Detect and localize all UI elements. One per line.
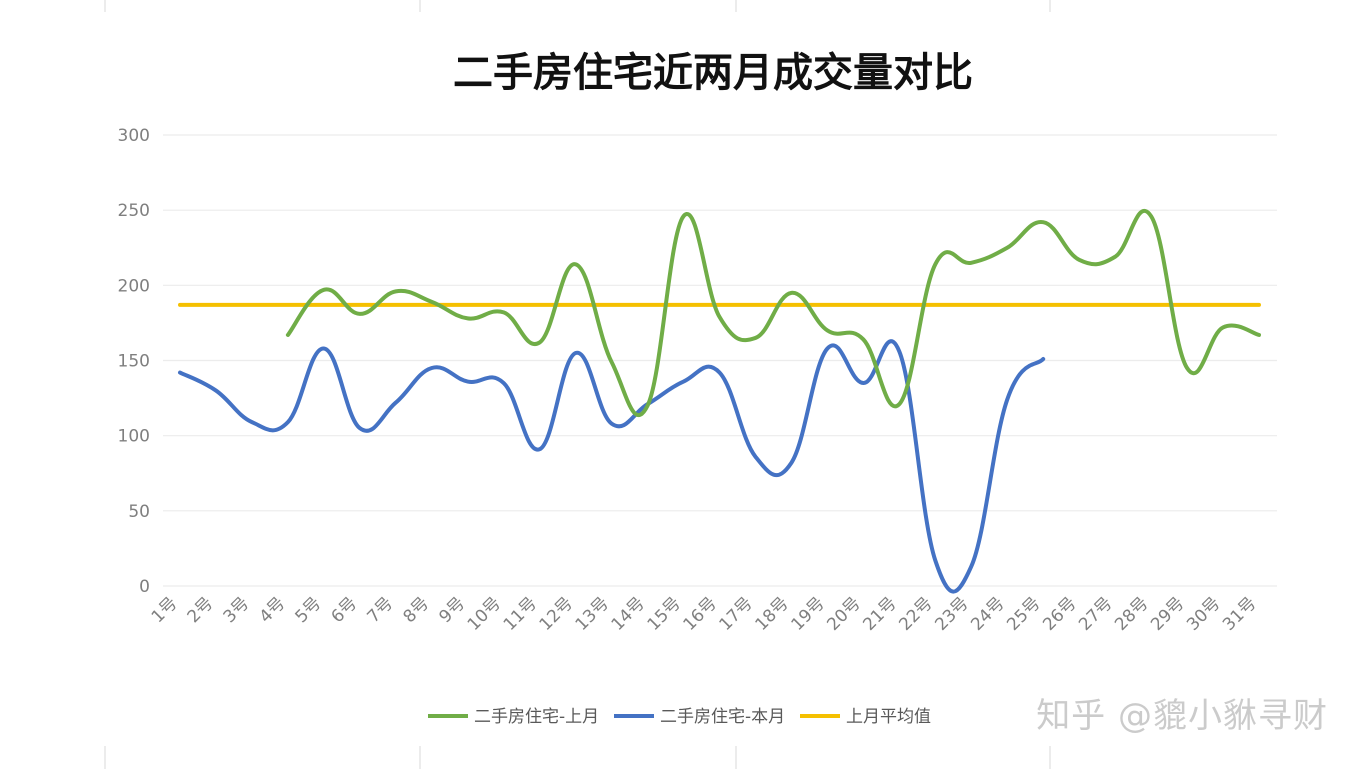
x-tick-label: 21号 bbox=[859, 593, 900, 634]
x-tick-label: 16号 bbox=[680, 593, 721, 634]
x-tick-label: 24号 bbox=[967, 593, 1008, 634]
x-tick-label: 12号 bbox=[536, 593, 577, 634]
x-tick-label: 31号 bbox=[1219, 593, 1260, 634]
legend-label: 二手房住宅-上月 bbox=[474, 707, 599, 727]
frame-ticks bbox=[104, 0, 1051, 769]
y-tick-label: 200 bbox=[118, 276, 150, 296]
x-tick-label: 27号 bbox=[1075, 593, 1116, 634]
x-tick-label: 23号 bbox=[931, 593, 972, 634]
x-tick-label: 19号 bbox=[787, 593, 828, 634]
x-tick-label: 6号 bbox=[328, 593, 362, 627]
x-tick-label: 17号 bbox=[716, 593, 757, 634]
x-tick-label: 29号 bbox=[1147, 593, 1188, 634]
x-tick-label: 8号 bbox=[399, 593, 433, 627]
x-tick-label: 13号 bbox=[572, 593, 613, 634]
x-tick-label: 7号 bbox=[364, 593, 398, 627]
series-lines bbox=[178, 209, 1261, 594]
legend-label: 二手房住宅-本月 bbox=[660, 707, 785, 727]
y-tick-label: 250 bbox=[118, 201, 150, 221]
x-tick-label: 2号 bbox=[184, 593, 218, 627]
gridlines bbox=[163, 134, 1277, 587]
y-tick-label: 300 bbox=[118, 126, 150, 146]
y-tick-label: 50 bbox=[128, 502, 150, 522]
x-tick-label: 3号 bbox=[220, 593, 254, 627]
y-tick-label: 150 bbox=[118, 352, 150, 372]
x-tick-label: 1号 bbox=[148, 593, 182, 627]
x-tick-label: 30号 bbox=[1183, 593, 1224, 634]
legend: 二手房住宅-上月 二手房住宅-本月 上月平均值 bbox=[428, 707, 931, 727]
x-tick-label: 14号 bbox=[608, 593, 649, 634]
x-tick-label: 5号 bbox=[292, 593, 326, 627]
y-tick-label: 100 bbox=[118, 427, 150, 447]
y-tick-label: 0 bbox=[139, 577, 150, 597]
x-tick-label: 11号 bbox=[500, 593, 541, 634]
x-tick-label: 10号 bbox=[464, 593, 505, 634]
x-tick-label: 4号 bbox=[256, 593, 290, 627]
x-tick-label: 18号 bbox=[752, 593, 793, 634]
x-tick-label: 25号 bbox=[1003, 593, 1044, 634]
y-axis: 0 50 100 150 200 250 300 bbox=[118, 126, 150, 597]
x-tick-label: 20号 bbox=[823, 593, 864, 634]
x-tick-label: 28号 bbox=[1111, 593, 1152, 634]
x-tick-label: 26号 bbox=[1039, 593, 1080, 634]
chart-title: 二手房住宅近两月成交量对比 bbox=[453, 50, 973, 96]
x-tick-label: 22号 bbox=[895, 593, 936, 634]
series-line-0 bbox=[285, 209, 1261, 417]
x-tick-label: 15号 bbox=[644, 593, 685, 634]
x-axis: 1号 2号 3号 4号 5号 6号 7号 8号 9号10号11号12号13号14号15号16号1… bbox=[148, 593, 1261, 634]
series-line-1 bbox=[178, 339, 1046, 594]
legend-label: 上月平均值 bbox=[846, 707, 931, 727]
watermark: 知乎 @貔小貅寻财 bbox=[1036, 696, 1328, 736]
